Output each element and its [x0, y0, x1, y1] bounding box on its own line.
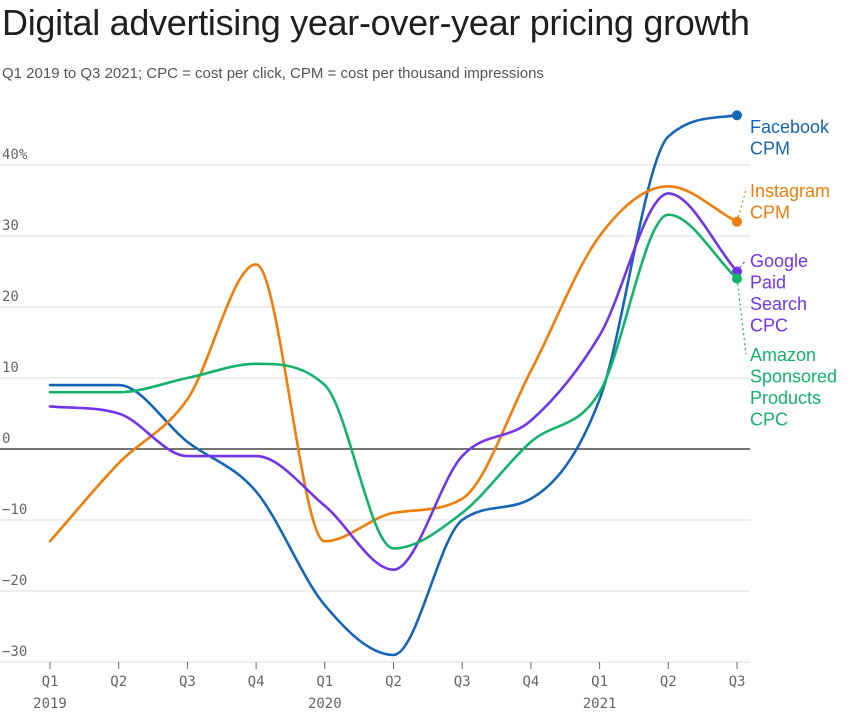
y-tick-label: 20 — [2, 289, 19, 305]
facebook-cpm-end-point — [732, 110, 742, 121]
y-tick-label: −20 — [2, 573, 27, 589]
google-paid-search-cpc-line — [48, 192, 739, 571]
y-tick-label: 10 — [2, 360, 19, 376]
y-tick-label: −10 — [2, 502, 27, 518]
x-tick-label: Q2 — [110, 674, 127, 690]
instagram-cpm-line — [48, 185, 739, 543]
y-tick-label: 30 — [2, 218, 19, 234]
chart-subtitle: Q1 2019 to Q3 2021; CPC = cost per click… — [2, 65, 544, 82]
x-year-label: 2021 — [583, 696, 617, 712]
x-tick-label: Q2 — [660, 674, 677, 690]
series-layer — [48, 110, 747, 657]
x-tick-label: Q4 — [248, 674, 265, 690]
label-layer: Facebook CPM Instagram CPM Google Paid Search C… — [750, 117, 837, 430]
x-year-label: 2019 — [33, 696, 67, 712]
x-tick-label: Q3 — [729, 674, 746, 690]
x-tick-label: Q1 — [591, 674, 608, 690]
x-tick-label: Q1 — [42, 674, 59, 690]
instagram-cpm-leader-line — [736, 189, 747, 222]
amazon-sponsored-products-cpc-leader-line — [736, 278, 747, 355]
instagram-cpm-label: Instagram CPM — [750, 181, 830, 223]
x-tick-label: Q2 — [385, 674, 402, 690]
amazon-sponsored-products-cpc-label: Amazon Sponsored Products CPC — [750, 345, 837, 430]
chart-title: Digital advertising year-over-year prici… — [2, 2, 750, 43]
x-tick-label: Q4 — [522, 674, 539, 690]
x-tick-label: Q3 — [454, 674, 471, 690]
y-tick-label: 0 — [2, 431, 10, 447]
x-year-label: 2020 — [308, 696, 342, 712]
x-tick-label: Q1 — [316, 674, 333, 690]
google-paid-search-cpc-label: Google Paid Search CPC — [750, 251, 808, 336]
facebook-cpm-label: Facebook CPM — [750, 117, 830, 159]
grid-layer: 40% 30 20 10 0 −10 −20 −30 Q1 Q2 Q3 Q4 Q1 Q2 Q3 Q4 Q1 Q2 Q… — [0, 147, 750, 712]
facebook-cpm-line — [48, 114, 739, 657]
y-tick-label: −30 — [2, 644, 27, 660]
y-tick-label: 40% — [2, 147, 28, 163]
x-tick-label: Q3 — [179, 674, 196, 690]
amazon-sponsored-products-cpc-line — [48, 213, 739, 550]
